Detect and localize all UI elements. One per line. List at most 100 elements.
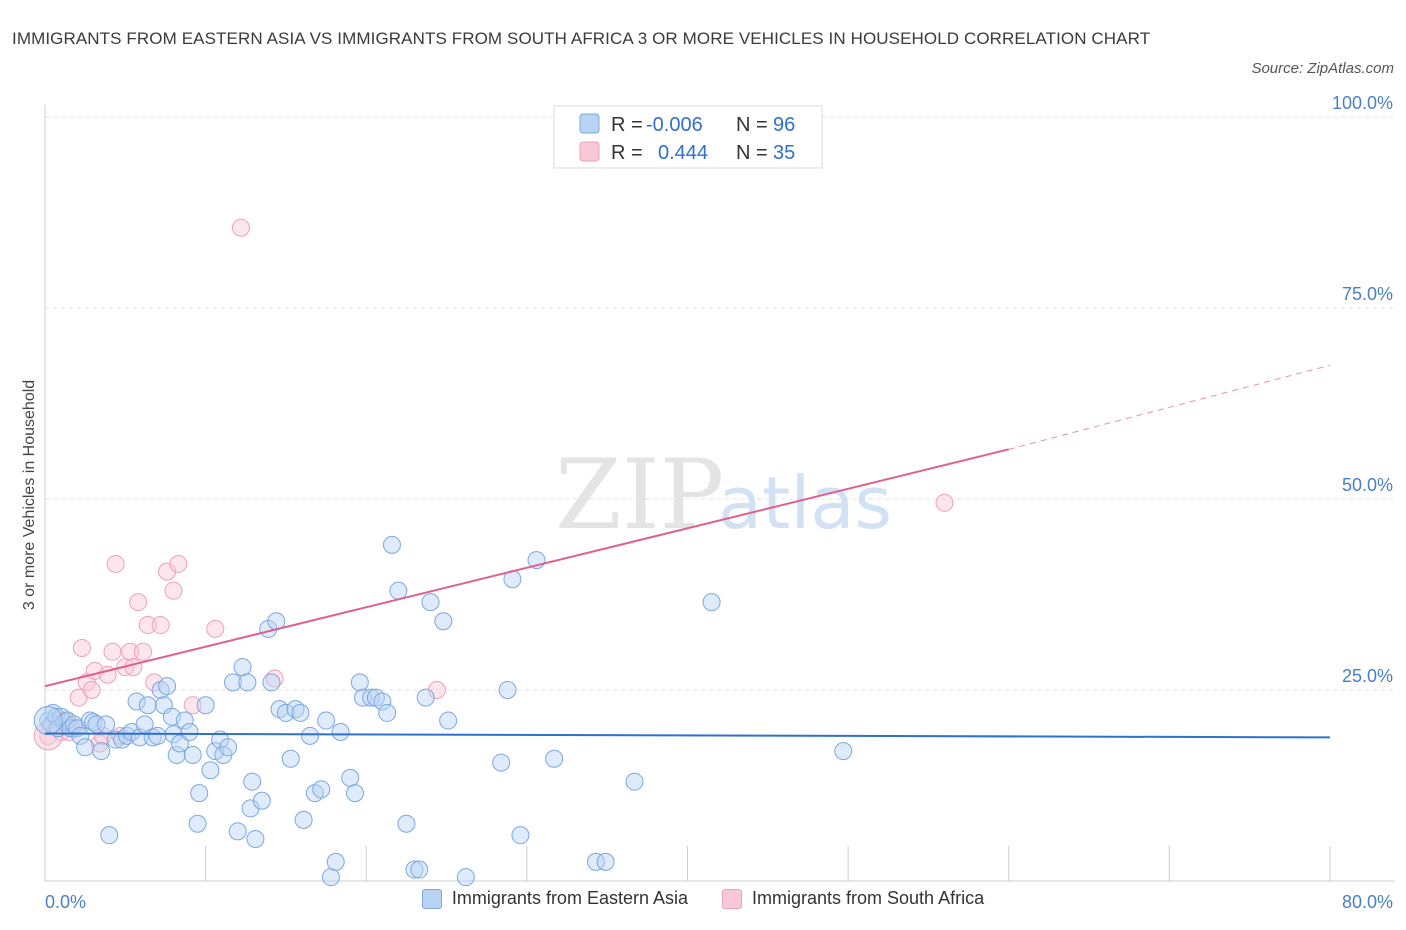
- eastern-asia-point-83: [410, 860, 429, 879]
- eastern-asia-point-64: [301, 726, 320, 745]
- eastern-asia-point-17: [97, 715, 116, 734]
- eastern-asia-point-60: [281, 749, 300, 768]
- legend-r-value-1: -0.006: [646, 114, 703, 136]
- legend-r-value-2: 0.444: [658, 142, 708, 164]
- eastern-asia-point-72: [346, 784, 365, 803]
- y-tick-label-75: 75.0%: [1342, 284, 1393, 304]
- eastern-asia-point-37: [180, 723, 199, 742]
- south-africa-point-8: [72, 638, 91, 657]
- eastern-asia-point-98: [702, 593, 721, 612]
- eastern-asia-point-35: [170, 734, 189, 753]
- eastern-asia-point-52: [243, 772, 262, 791]
- eastern-asia-point-73: [350, 673, 369, 692]
- eastern-asia-point-26: [138, 696, 157, 715]
- eastern-asia-point-63: [294, 810, 313, 829]
- south-africa-point-29: [183, 696, 202, 715]
- eastern-asia-point-19: [106, 730, 125, 749]
- eastern-asia-point-56: [262, 673, 281, 692]
- eastern-asia-point-50: [238, 673, 257, 692]
- eastern-asia-cluster-point: [33, 706, 63, 736]
- eastern-asia-point-81: [397, 814, 416, 833]
- axes: [44, 105, 1395, 882]
- eastern-asia-point-16: [92, 742, 111, 761]
- eastern-asia-point-18: [100, 826, 119, 845]
- eastern-asia-point-95: [586, 852, 605, 871]
- eastern-asia-point-87: [439, 711, 458, 730]
- x-tick-label-max: 80.0%: [1342, 892, 1393, 912]
- series-legend: Immigrants from Eastern Asia Immigrants …: [0, 888, 1406, 909]
- eastern-asia-point-59: [276, 703, 295, 722]
- eastern-asia-point-11: [71, 726, 90, 745]
- legend-n-label-2: N =: [736, 142, 768, 164]
- eastern-asia-point-12: [76, 738, 95, 757]
- y-axis-label: 3 or more Vehicles in Household: [21, 380, 38, 610]
- eastern-asia-point-31: [158, 677, 177, 696]
- south-africa-point-28: [169, 554, 188, 573]
- tick-labels: 25.0% 50.0% 75.0% 100.0% 0.0% 80.0%: [45, 93, 1393, 912]
- south-africa-point-31: [231, 218, 250, 237]
- eastern-asia-point-36: [175, 711, 194, 730]
- chart-title: IMMIGRANTS FROM EASTERN ASIA VS IMMIGRAN…: [12, 29, 1151, 48]
- eastern-asia-point-89: [492, 753, 511, 772]
- trend-line-south-africa: [44, 448, 1009, 688]
- legend-label-south-africa: Immigrants from South Africa: [752, 888, 985, 908]
- south-africa-point-10: [82, 681, 101, 699]
- south-africa-point-25: [151, 616, 170, 635]
- legend-swatch-pink: [579, 141, 600, 162]
- eastern-asia-point-62: [291, 703, 310, 722]
- watermark-atlas: atlas: [718, 461, 892, 545]
- stats-legend: R = -0.006 N = 96 R = 0.444 N = 35: [553, 105, 823, 169]
- trend-line-eastern-asia: [44, 732, 1331, 739]
- eastern-asia-point-94: [545, 749, 564, 768]
- eastern-asia-point-96: [596, 852, 615, 871]
- eastern-asia-point-47: [223, 673, 242, 692]
- legend-item-eastern-asia: Immigrants from Eastern Asia: [421, 888, 688, 909]
- eastern-asia-point-80: [389, 581, 408, 600]
- eastern-asia-point-99: [834, 742, 853, 761]
- trend-lines: [44, 364, 1331, 739]
- legend-n-value-1: 96: [773, 114, 795, 136]
- legend-item-south-africa: Immigrants from South Africa: [722, 888, 984, 909]
- trend-line-south-africa-extension: [1008, 364, 1331, 450]
- legend-swatch-eastern-asia: [421, 888, 442, 909]
- south-africa-point-15: [103, 642, 122, 661]
- eastern-asia-point-66: [312, 780, 331, 799]
- eastern-asia-point-71: [341, 768, 360, 787]
- south-africa-point-20: [124, 658, 143, 677]
- watermark: ZIP atlas: [555, 439, 892, 551]
- eastern-asia-point-77: [373, 692, 392, 711]
- eastern-asia-point-53: [246, 829, 265, 848]
- source-label: Source: ZipAtlas.com: [1251, 60, 1394, 77]
- south-africa-point-30: [206, 619, 225, 638]
- x-tick-label-min: 0.0%: [45, 892, 86, 912]
- eastern-asia-point-23: [127, 692, 146, 711]
- eastern-asia-point-79: [382, 535, 401, 554]
- legend-r-label-2: R =: [611, 142, 643, 164]
- eastern-asia-point-88: [456, 868, 475, 887]
- y-tick-label-100: 100.0%: [1332, 93, 1393, 113]
- eastern-asia-point-92: [511, 826, 530, 845]
- eastern-asia-point-78: [378, 703, 397, 722]
- eastern-asia-point-86: [434, 612, 453, 631]
- legend-n-label-1: N =: [736, 114, 768, 136]
- eastern-asia-point-49: [233, 658, 252, 677]
- south-africa-point-34: [935, 493, 954, 512]
- south-africa-point-22: [133, 642, 152, 661]
- eastern-asia-point-84: [416, 688, 435, 707]
- eastern-asia-point-39: [188, 814, 207, 833]
- eastern-asia-point-70: [331, 723, 350, 742]
- south-africa-point-23: [138, 616, 157, 635]
- eastern-asia-point-68: [321, 868, 340, 887]
- watermark-zip: ZIP: [555, 439, 724, 551]
- legend-n-value-2: 35: [773, 142, 795, 164]
- eastern-asia-point-85: [421, 593, 440, 612]
- legend-swatch-south-africa: [722, 888, 742, 909]
- eastern-asia-point-54: [252, 791, 271, 810]
- south-africa-point-19: [121, 642, 140, 661]
- y-tick-label-50: 50.0%: [1342, 475, 1393, 495]
- eastern-asia-point-90: [498, 681, 517, 699]
- eastern-asia-point-42: [201, 761, 220, 780]
- eastern-asia-point-48: [228, 822, 247, 841]
- eastern-asia-point-34: [167, 745, 186, 764]
